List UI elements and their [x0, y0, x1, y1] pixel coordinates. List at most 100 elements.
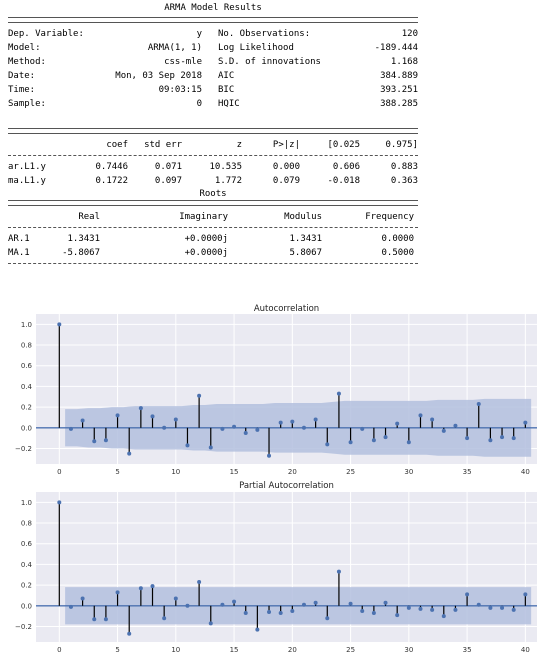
roots-header-row: Real Imaginary Modulus Frequency — [8, 210, 418, 224]
stem-marker — [150, 414, 155, 419]
y-tick-label: −0.2 — [15, 445, 32, 453]
info-row: Dep. Variable: y No. Observations: 120 — [8, 27, 418, 41]
roots-title: Roots — [199, 189, 227, 199]
stem-marker — [313, 600, 318, 605]
info-label: Method: — [8, 57, 46, 67]
y-tick-label: 1.0 — [21, 321, 32, 329]
stem-marker — [360, 426, 365, 431]
stem-marker — [80, 418, 85, 423]
stem-marker — [208, 621, 213, 626]
x-tick-label: 5 — [115, 646, 119, 654]
info-value: 120 — [401, 29, 418, 39]
y-tick-label: 0.6 — [21, 540, 33, 548]
x-tick-label: 40 — [521, 646, 530, 654]
x-tick-label: 20 — [288, 646, 297, 654]
info-value: css-mle — [164, 57, 202, 67]
stem-marker — [57, 322, 62, 327]
y-tick-label: 0.0 — [21, 602, 32, 610]
coef-header-row: coef std err z P>|z| [0.025 0.975] — [8, 138, 418, 152]
stem-marker — [360, 608, 365, 613]
stem-marker — [255, 627, 260, 632]
stem-marker — [301, 602, 306, 607]
coef-cell: 0.000 — [272, 162, 300, 172]
coef-cell: 0.7446 — [95, 162, 128, 172]
x-tick-label: 20 — [288, 468, 297, 476]
x-tick-label: 15 — [230, 468, 239, 476]
x-tick-label: 5 — [115, 468, 119, 476]
stem-marker — [336, 569, 341, 574]
stem-marker — [92, 439, 97, 444]
col-header: P>|z| — [272, 140, 300, 150]
col-header: coef — [106, 140, 128, 150]
info-value: -189.444 — [374, 43, 418, 53]
col-header: Real — [78, 212, 100, 222]
stem-marker — [127, 631, 132, 636]
stem-marker — [418, 606, 423, 611]
stem-marker — [162, 425, 167, 430]
info-row: Method: css-mle S.D. of innovations 1.16… — [8, 55, 418, 69]
stem-marker — [325, 616, 330, 621]
coef-cell: -0.018 — [327, 176, 360, 186]
stem-marker — [476, 402, 481, 406]
stem-marker — [488, 438, 493, 443]
coef-name: ma.L1.y — [8, 176, 46, 186]
info-label: Log Likelihood — [218, 43, 294, 53]
stem-marker — [371, 438, 376, 443]
chart-title: Autocorrelation — [254, 304, 319, 314]
stem-marker — [138, 586, 143, 591]
dashed-rule — [8, 227, 418, 228]
stem-marker — [267, 453, 272, 458]
info-row: Date: Mon, 03 Sep 2018 AIC 384.889 — [8, 69, 418, 83]
col-header: z — [236, 140, 242, 150]
coef-cell: 10.535 — [209, 162, 242, 172]
stem-marker — [150, 584, 155, 589]
stem-marker — [313, 417, 318, 422]
stem-marker — [383, 600, 388, 605]
dashed-rule — [8, 155, 418, 156]
info-label: HQIC — [218, 99, 240, 109]
stem-marker — [243, 611, 248, 616]
stem-marker — [127, 451, 132, 456]
info-row: Time: 09:03:15 BIC 393.251 — [8, 83, 418, 97]
stem-marker — [232, 599, 237, 604]
info-label: AIC — [218, 71, 235, 81]
stem-marker — [488, 605, 493, 610]
stem-marker — [395, 421, 400, 426]
stem-marker — [301, 425, 306, 430]
stem-marker — [232, 424, 237, 429]
stem-marker — [500, 605, 505, 610]
y-tick-label: 0.4 — [21, 383, 33, 391]
root-name: AR.1 — [8, 234, 30, 244]
info-label: No. Observations: — [218, 29, 311, 39]
stem-marker — [267, 610, 272, 614]
info-value: 1.168 — [390, 57, 418, 67]
root-name: MA.1 — [8, 248, 30, 258]
stem-marker — [278, 611, 283, 616]
root-cell: 1.3431 — [67, 234, 100, 244]
double-rule — [8, 128, 418, 134]
stem-marker — [115, 413, 120, 418]
stem-marker — [173, 596, 178, 601]
stem-marker — [220, 602, 225, 607]
x-tick-label: 25 — [346, 468, 355, 476]
info-label: S.D. of innovations — [218, 57, 321, 67]
info-row: Model: ARMA(1, 1) Log Likelihood -189.44… — [8, 41, 418, 55]
stem-marker — [418, 413, 423, 418]
x-tick-label: 35 — [463, 468, 472, 476]
info-label: Model: — [8, 43, 41, 53]
y-tick-label: 0.6 — [21, 362, 33, 370]
y-tick-label: 0.8 — [21, 342, 32, 350]
y-tick-label: 0.2 — [21, 582, 32, 590]
stem-marker — [511, 436, 516, 441]
stem-marker — [348, 601, 353, 606]
x-tick-label: 10 — [171, 646, 180, 654]
x-tick-label: 0 — [57, 646, 61, 654]
coef-name: ar.L1.y — [8, 162, 46, 172]
col-header: std err — [144, 140, 182, 150]
col-header: Imaginary — [179, 212, 228, 222]
coef-row: ma.L1.y 0.1722 0.097 1.772 0.079 -0.018 … — [8, 174, 418, 188]
info-label: Dep. Variable: — [8, 29, 84, 39]
col-header: Frequency — [365, 212, 414, 222]
stem-marker — [371, 611, 376, 616]
